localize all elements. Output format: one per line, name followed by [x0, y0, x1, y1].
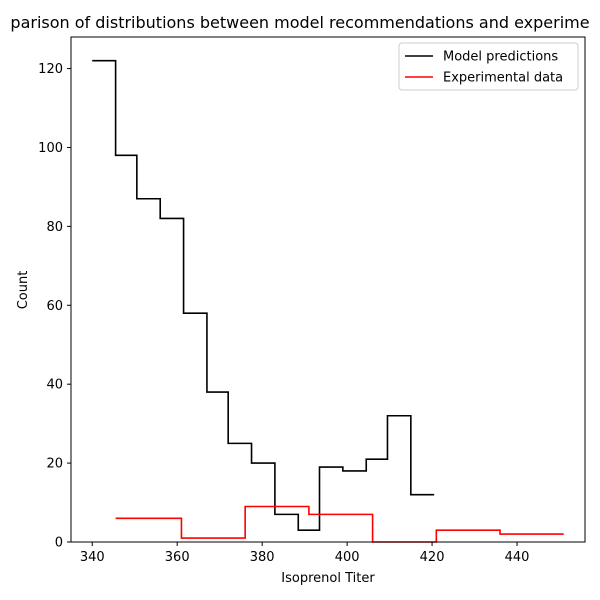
y-tick-label: 0	[55, 536, 63, 551]
x-tick-label: 440	[505, 550, 530, 565]
plot-area	[92, 59, 564, 543]
chart-title: parison of distributions between model r…	[10, 13, 589, 32]
y-tick-label: 20	[46, 457, 63, 472]
x-tick-label: 400	[335, 550, 360, 565]
x-axis: 340 360 380 400 420 440	[80, 542, 530, 565]
x-tick-label: 380	[250, 550, 275, 565]
x-tick-label: 360	[165, 550, 190, 565]
y-axis-label: Count	[16, 271, 31, 310]
plot-frame	[70, 36, 586, 543]
legend: Model predictions Experimental data	[398, 42, 579, 91]
y-tick-label: 120	[38, 62, 63, 77]
y-tick-label: 40	[46, 378, 63, 393]
x-axis-label: Isoprenol Titer	[281, 571, 375, 586]
y-tick-label: 100	[38, 141, 63, 156]
x-tick-label: 340	[80, 550, 105, 565]
y-axis: 0 20 40 60 80 100 120	[38, 62, 71, 551]
legend-entry: Model predictions	[443, 50, 558, 65]
y-tick-label: 60	[46, 299, 63, 314]
legend-box	[398, 42, 579, 91]
series-line-experimental-data	[115, 505, 564, 543]
legend-entry: Experimental data	[443, 71, 563, 86]
x-tick-label: 420	[420, 550, 445, 565]
series-line-model-predictions	[92, 59, 435, 531]
y-tick-label: 80	[46, 220, 63, 235]
